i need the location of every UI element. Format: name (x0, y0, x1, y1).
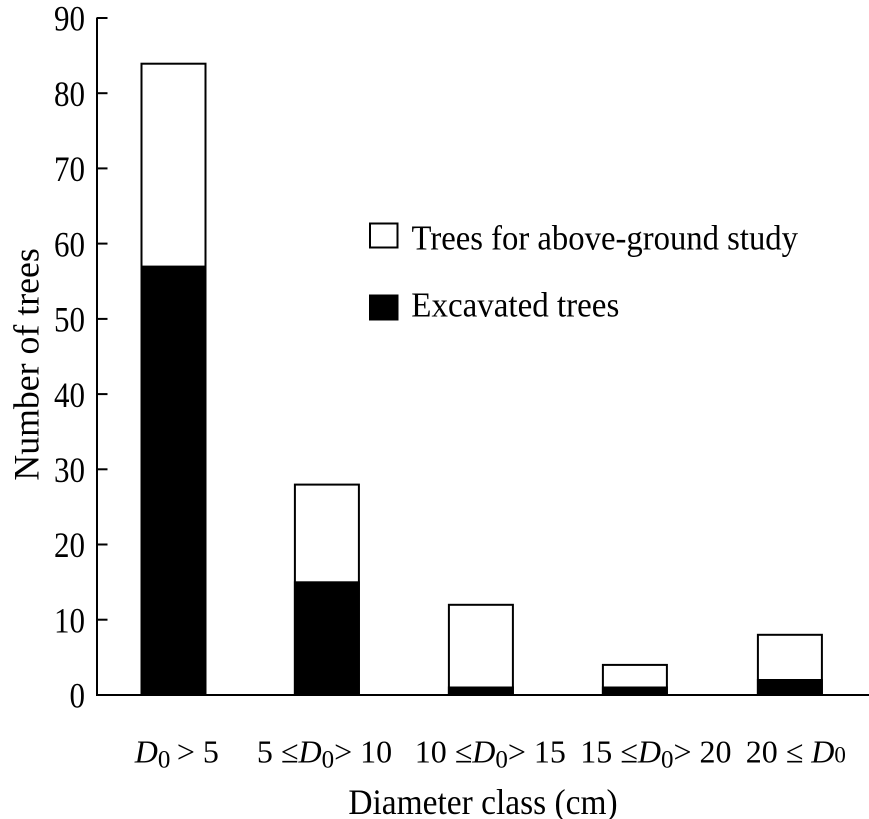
svg-text:80: 80 (54, 74, 85, 114)
svg-text:50: 50 (54, 300, 85, 340)
svg-text:30: 30 (54, 450, 85, 490)
svg-text:Diameter class (cm): Diameter class (cm) (348, 782, 617, 819)
svg-text:5 ≤D0> 10: 5 ≤D0> 10 (257, 734, 392, 774)
svg-text:D0 > 5: D0 > 5 (134, 734, 219, 774)
svg-text:Excavated trees: Excavated trees (411, 286, 619, 325)
svg-text:90: 90 (54, 0, 85, 39)
svg-text:10: 10 (54, 600, 85, 640)
svg-text:60: 60 (54, 224, 85, 264)
svg-text:20 ≤ D0: 20 ≤ D0 (746, 734, 846, 770)
svg-text:Trees for above-ground study: Trees for above-ground study (412, 219, 799, 258)
svg-text:0: 0 (70, 676, 86, 716)
svg-text:20: 20 (54, 525, 85, 565)
svg-text:15 ≤D0> 20: 15 ≤D0> 20 (580, 734, 731, 774)
svg-text:40: 40 (54, 375, 85, 415)
svg-text:70: 70 (54, 149, 85, 189)
svg-text:10 ≤D0> 15: 10 ≤D0> 15 (415, 734, 566, 774)
svg-text:Number of trees: Number of trees (7, 248, 47, 481)
